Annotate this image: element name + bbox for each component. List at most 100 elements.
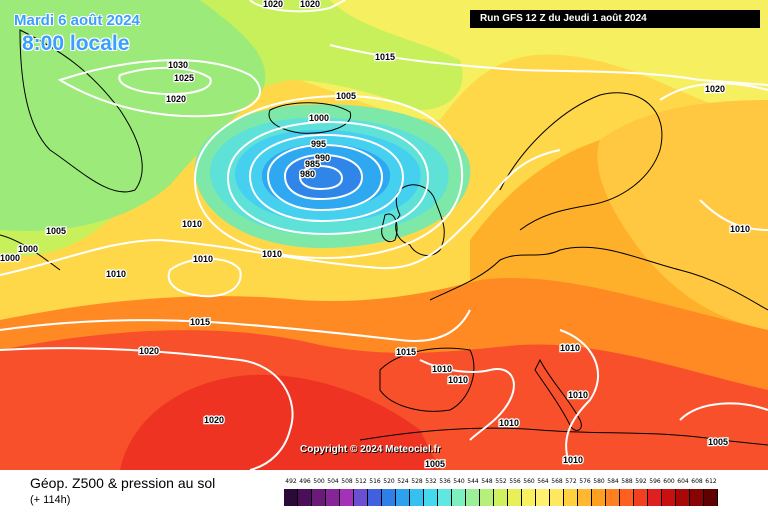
- z500-band-lightorange: [597, 100, 768, 330]
- isobar-990: [266, 143, 384, 212]
- legend-swatch: [396, 489, 410, 506]
- legend-value: 492: [285, 478, 297, 485]
- isobar-label: 1015: [190, 317, 210, 327]
- model-run-label: Run GFS 12 Z du Jeudi 1 août 2024: [470, 10, 760, 28]
- legend-swatch: [676, 489, 690, 506]
- isobar-1015-mid: [0, 309, 471, 342]
- legend-swatch: [368, 489, 382, 506]
- isobar-1010-europe: [419, 359, 515, 441]
- isobar-label: 1015: [375, 52, 395, 62]
- legend-value: 568: [551, 478, 563, 485]
- forecast-date: Mardi 6 août 2024: [14, 12, 140, 29]
- isobar-label: 1010: [106, 269, 126, 279]
- isobar-985: [283, 153, 364, 201]
- ireland-coast: [381, 213, 398, 243]
- iberia-coast: [379, 347, 475, 412]
- legend-swatch: [606, 489, 620, 506]
- legend-value: 580: [593, 478, 605, 485]
- isobar-label: 1020: [139, 346, 159, 356]
- pressure-map: 1020 1020 1015 1030 1025 1020 1005 1000 …: [0, 0, 768, 470]
- legend-swatch: [312, 489, 326, 506]
- legend-swatch: [354, 489, 368, 506]
- isobars: [0, 0, 768, 470]
- canada-coast: [0, 234, 61, 271]
- isobar-label: 1010: [499, 418, 519, 428]
- legend-value: 524: [397, 478, 409, 485]
- legend-value: 596: [649, 478, 661, 485]
- isobar-label: 1010: [560, 343, 580, 353]
- legend-swatch: [298, 489, 312, 506]
- legend-value: 508: [341, 478, 353, 485]
- isobar-label: 1005: [425, 459, 445, 469]
- legend-swatch: [564, 489, 578, 506]
- legend-swatch: [704, 489, 718, 506]
- legend-value: 572: [565, 478, 577, 485]
- legend-swatch: [634, 489, 648, 506]
- legend-value: 540: [453, 478, 465, 485]
- legend-value: 552: [495, 478, 507, 485]
- isobar-1010-mid: [167, 257, 242, 298]
- legend-swatch: [494, 489, 508, 506]
- legend-swatch: [452, 489, 466, 506]
- isobar-label: 1010: [193, 254, 213, 264]
- legend-swatch: [550, 489, 564, 506]
- legend-value: 604: [677, 478, 689, 485]
- isobar-1020-top: [249, 0, 346, 13]
- isobar-label: 1020: [166, 94, 186, 104]
- isobar-label: 1010: [182, 219, 202, 229]
- isobar-1005-east: [679, 402, 768, 421]
- isobar-label: 995: [311, 139, 326, 149]
- legend-value: 608: [691, 478, 703, 485]
- z500-band-lightgreen: [0, 0, 266, 231]
- legend-swatch: [466, 489, 480, 506]
- isobar-label: 990: [315, 153, 330, 163]
- europe-coast: [429, 246, 768, 311]
- legend-value: 600: [663, 478, 675, 485]
- isobar-label: 1020: [263, 0, 283, 9]
- legend-swatch: [648, 489, 662, 506]
- legend-swatch: [508, 489, 522, 506]
- isobar-label: 1020: [204, 415, 224, 425]
- isobar-label: 1020: [300, 0, 320, 9]
- isobar-label: 1005: [708, 437, 728, 447]
- isobar-1015-top: [329, 44, 768, 86]
- isobar-label: 1030: [168, 60, 188, 70]
- isobar-label: 1005: [336, 91, 356, 101]
- z500-band-red-deep: [120, 374, 440, 470]
- legend-swatch: [620, 489, 634, 506]
- isobar-label: 1010: [563, 455, 583, 465]
- isobar-label: 1025: [174, 73, 194, 83]
- legend-value: 532: [425, 478, 437, 485]
- legend-value: 564: [537, 478, 549, 485]
- isobar-1020-sw: [0, 347, 294, 470]
- legend-swatch: [592, 489, 606, 506]
- legend-swatch: [410, 489, 424, 506]
- legend-swatch: [340, 489, 354, 506]
- isobar-label: 980: [300, 169, 315, 179]
- isobar-1010-ne: [699, 199, 768, 231]
- forecast-time: 8:00 locale: [22, 32, 130, 55]
- map-title: Géop. Z500 & pression au sol: [30, 475, 216, 491]
- legend-swatch: [578, 489, 592, 506]
- legend-swatch: [662, 489, 676, 506]
- legend-labels: 492 496 500 504 508 512 516 520 524 528 532 536 540 5…: [284, 478, 752, 489]
- legend-swatch: [522, 489, 536, 506]
- isobar-label: 1000: [0, 253, 20, 263]
- forecast-lead-time: (+ 114h): [30, 494, 71, 506]
- isobar-995: [248, 133, 405, 223]
- greenland-coast: [19, 29, 143, 193]
- legend-value: 548: [481, 478, 493, 485]
- legend-value: 612: [705, 478, 717, 485]
- z500-band-core: [285, 155, 364, 198]
- isobar-980: [298, 164, 344, 191]
- legend-value: 536: [439, 478, 451, 485]
- africa-coast: [359, 427, 768, 446]
- legend-swatch: [326, 489, 340, 506]
- isobar-label: 1010: [568, 390, 588, 400]
- isobar-label: 1000: [18, 244, 38, 254]
- isobar-1010-east: [559, 329, 600, 466]
- isobar-1020-ne: [659, 82, 768, 101]
- isobar-1005: [193, 94, 464, 260]
- legend-value: 592: [635, 478, 647, 485]
